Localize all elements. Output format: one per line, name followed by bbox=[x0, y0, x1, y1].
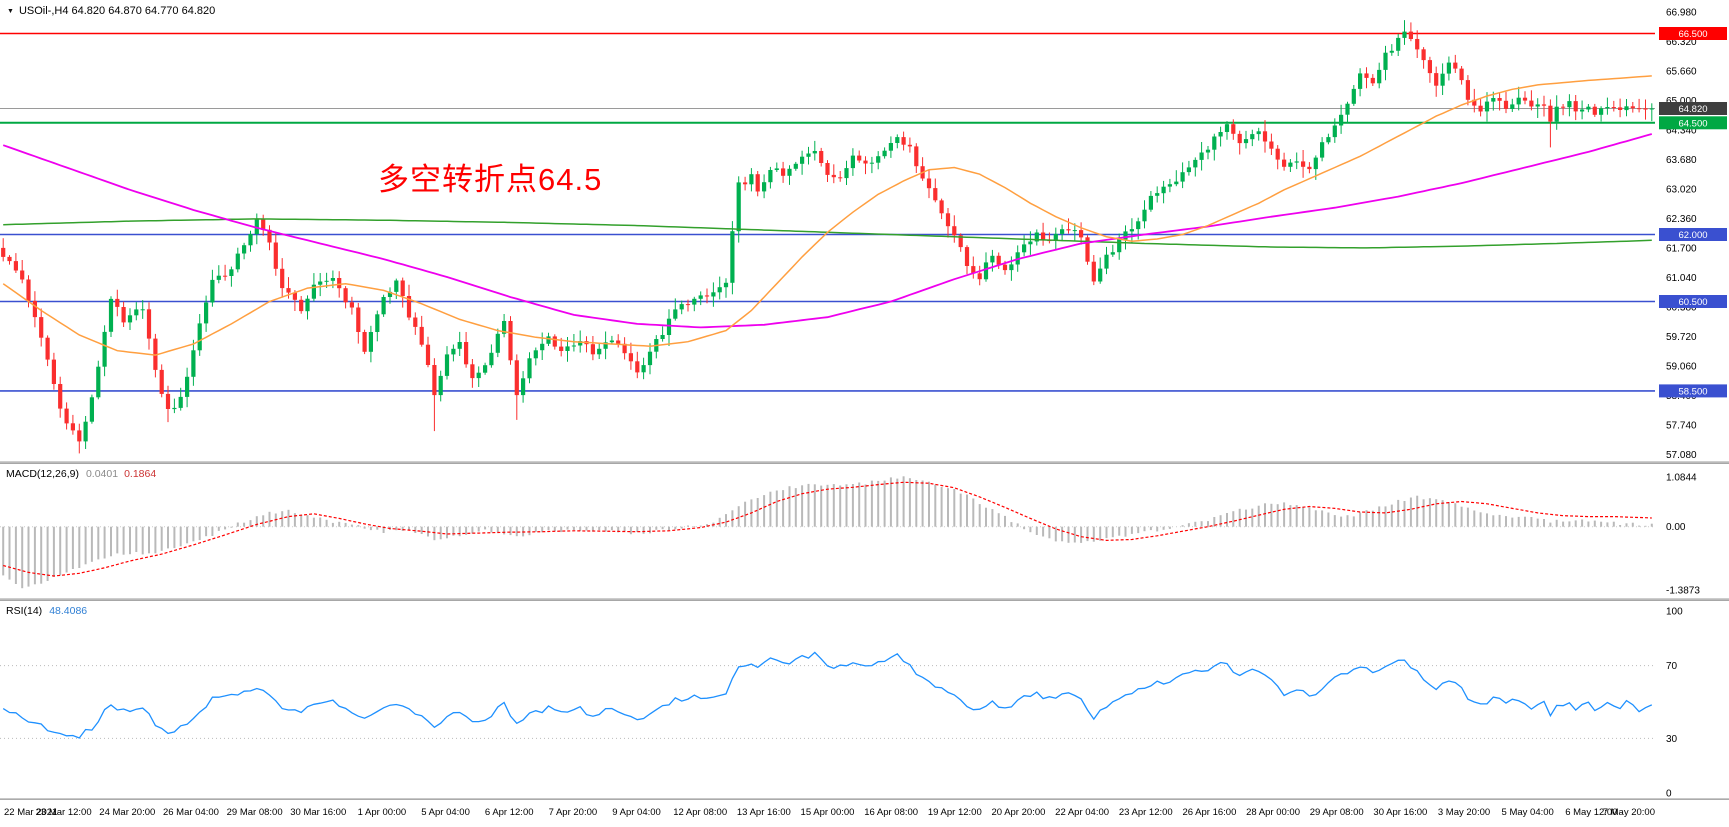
ma-medium-orange bbox=[2, 75, 1652, 356]
macd-canvas[interactable]: 1.0844 0.00 -1.3873 bbox=[0, 464, 1729, 598]
price-axis-badges: 66.500 64.500 62.000 60.500 58.500 64.820 bbox=[1659, 27, 1727, 398]
rsi-level-lines bbox=[0, 665, 1655, 739]
time-axis-label: 29 Mar 08:00 bbox=[226, 807, 283, 818]
rsi-name: RSI(14) bbox=[6, 605, 43, 617]
time-axis-label: 15 Apr 00:00 bbox=[800, 807, 855, 818]
time-axis-label: 1 Apr 00:00 bbox=[357, 807, 407, 818]
time-axis-label: 6 May 12:00 bbox=[1565, 807, 1618, 818]
svg-text:65.000: 65.000 bbox=[1666, 96, 1697, 107]
time-axis-label: 28 Apr 00:00 bbox=[1246, 807, 1301, 818]
macd-signal-value: 0.1864 bbox=[124, 468, 157, 480]
time-axis-label: 5 Apr 04:00 bbox=[421, 807, 470, 818]
svg-text:61.040: 61.040 bbox=[1666, 273, 1697, 284]
symbol-ohlc-text: USOil-,H4 64.820 64.870 64.770 64.820 bbox=[18, 5, 216, 17]
svg-text:66.320: 66.320 bbox=[1666, 37, 1697, 48]
svg-text:-1.3873: -1.3873 bbox=[1666, 586, 1700, 597]
svg-text:59.720: 59.720 bbox=[1666, 332, 1697, 343]
svg-text:30: 30 bbox=[1666, 734, 1678, 745]
macd-axis-ticks: 1.0844 0.00 -1.3873 bbox=[1666, 473, 1700, 597]
svg-text:64.500: 64.500 bbox=[1678, 118, 1707, 129]
svg-text:58.500: 58.500 bbox=[1678, 386, 1707, 397]
time-axis-label: 13 Apr 16:00 bbox=[736, 807, 791, 818]
pane-separator[interactable] bbox=[0, 598, 1729, 601]
svg-text:59.060: 59.060 bbox=[1666, 361, 1697, 372]
time-axis-label: 24 Mar 20:00 bbox=[99, 807, 156, 818]
macd-pane[interactable]: 1.0844 0.00 -1.3873 MACD(12,26,9) 0.0401 0.1… bbox=[0, 464, 1729, 598]
macd-main-value: 0.0401 bbox=[85, 468, 119, 480]
time-axis-label: 6 Apr 12:00 bbox=[484, 807, 534, 818]
macd-name: MACD(12,26,9) bbox=[6, 468, 79, 480]
rsi-value: 48.4086 bbox=[49, 605, 88, 617]
svg-text:66.500: 66.500 bbox=[1678, 29, 1707, 40]
svg-text:61.700: 61.700 bbox=[1666, 243, 1697, 254]
moving-average-lines bbox=[2, 75, 1653, 356]
time-axis-label: 5 May 04:00 bbox=[1501, 807, 1554, 818]
macd-histogram bbox=[2, 476, 1653, 589]
svg-text:63.020: 63.020 bbox=[1666, 185, 1697, 196]
price-chart-canvas[interactable]: 66.980 66.320 65.660 65.000 64.340 63.680 63.0… bbox=[0, 0, 1729, 461]
svg-text:1.0844: 1.0844 bbox=[1666, 473, 1697, 484]
time-axis-label: 12 Apr 08:00 bbox=[673, 807, 728, 818]
time-axis-label: 30 Apr 16:00 bbox=[1373, 807, 1428, 818]
svg-text:64.340: 64.340 bbox=[1666, 126, 1697, 137]
time-axis-label: 26 Apr 16:00 bbox=[1182, 807, 1237, 818]
pivot-annotation: 多空转折点64.5 bbox=[378, 162, 603, 197]
time-axis-label: 30 Mar 16:00 bbox=[290, 807, 347, 818]
svg-text:0.00: 0.00 bbox=[1666, 522, 1686, 533]
time-axis-label: 23 Apr 12:00 bbox=[1118, 807, 1173, 818]
rsi-label: RSI(14) 48.4086 bbox=[6, 605, 87, 617]
rsi-pane[interactable]: 100 70 30 0 RSI(14) 48.4086 bbox=[0, 601, 1729, 798]
time-axis-label: 9 Apr 04:00 bbox=[612, 807, 661, 818]
time-axis-label: 23 Mar 12:00 bbox=[35, 807, 92, 818]
svg-text:0: 0 bbox=[1666, 789, 1672, 799]
time-axis-label: 3 May 20:00 bbox=[1437, 807, 1491, 818]
time-axis-label: 19 Apr 12:00 bbox=[927, 807, 982, 818]
svg-text:62.000: 62.000 bbox=[1678, 230, 1707, 241]
pane-separator[interactable] bbox=[0, 461, 1729, 464]
svg-text:57.080: 57.080 bbox=[1666, 450, 1697, 461]
time-axis-label: 26 Mar 04:00 bbox=[162, 807, 219, 818]
time-axis-label: 16 Apr 08:00 bbox=[864, 807, 919, 818]
time-axis-label: 7 May 20:00 bbox=[1602, 807, 1655, 818]
main-price-pane[interactable]: 66.980 66.320 65.660 65.000 64.340 63.680 63.0… bbox=[0, 0, 1729, 461]
time-axis-label: 22 Apr 04:00 bbox=[1055, 807, 1110, 818]
svg-text:62.360: 62.360 bbox=[1666, 214, 1697, 225]
candles bbox=[1, 20, 1654, 454]
horizontal-level-lines[interactable] bbox=[0, 32, 1655, 392]
ma-slow-magenta bbox=[2, 133, 1653, 329]
svg-text:60.500: 60.500 bbox=[1678, 297, 1707, 308]
rsi-line bbox=[2, 651, 1653, 739]
svg-text:100: 100 bbox=[1666, 607, 1683, 618]
time-axis-label: 7 Apr 20:00 bbox=[548, 807, 598, 818]
svg-text:57.740: 57.740 bbox=[1666, 420, 1697, 431]
macd-label: MACD(12,26,9) 0.0401 0.1864 bbox=[6, 468, 156, 480]
time-axis-label: 22 Mar 2021 bbox=[4, 807, 58, 818]
svg-text:63.680: 63.680 bbox=[1666, 155, 1697, 166]
svg-text:66.980: 66.980 bbox=[1666, 8, 1697, 19]
symbol-ohlc-label: ▼ USOil-,H4 64.820 64.870 64.770 64.820 bbox=[7, 5, 215, 17]
time-axis-label: 29 Apr 08:00 bbox=[1309, 807, 1364, 818]
time-axis-label: 20 Apr 20:00 bbox=[991, 807, 1046, 818]
symbol-dropdown-icon[interactable]: ▼ bbox=[7, 7, 14, 15]
time-axis[interactable]: 22 Mar 2021 23 Mar 12:00 24 Mar 20:00 26 Ma… bbox=[0, 800, 1729, 827]
svg-text:65.660: 65.660 bbox=[1666, 67, 1697, 78]
svg-text:64.820: 64.820 bbox=[1678, 104, 1707, 115]
pane-separator[interactable] bbox=[0, 798, 1729, 800]
rsi-canvas[interactable]: 100 70 30 0 bbox=[0, 601, 1729, 798]
svg-text:70: 70 bbox=[1666, 661, 1678, 672]
macd-signal-line bbox=[3, 481, 1652, 577]
rsi-axis-ticks: 100 70 30 0 bbox=[1666, 607, 1683, 799]
